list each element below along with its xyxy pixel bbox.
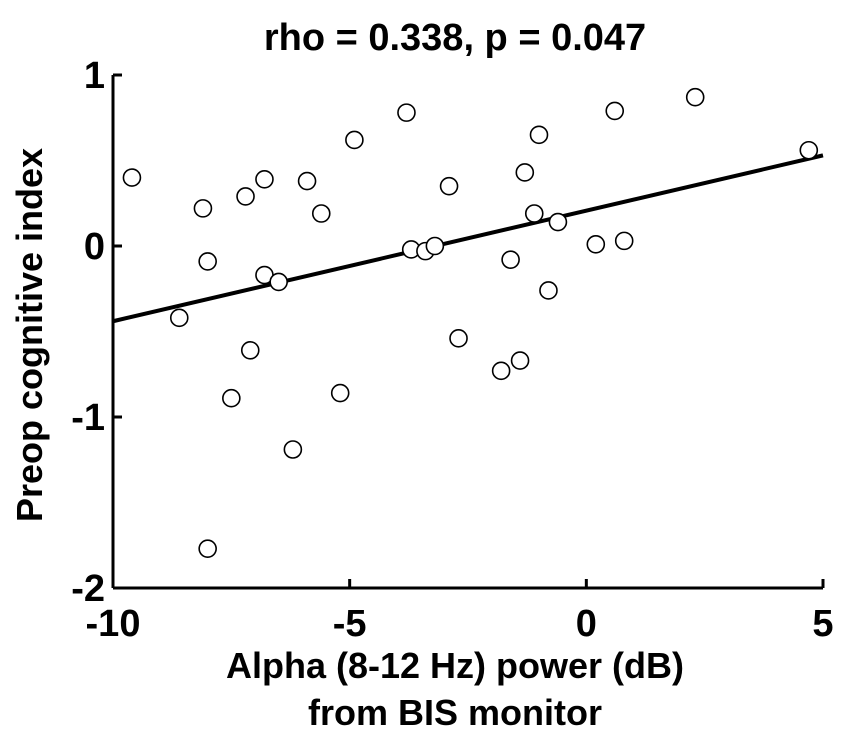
data-point — [449, 329, 468, 348]
data-point — [501, 250, 520, 269]
data-point — [548, 212, 568, 232]
fit-line-group — [112, 153, 824, 324]
ticks: -10 -5 0 510-1-2 — [71, 55, 833, 645]
data-point — [193, 199, 213, 218]
x-tick-label: -5 — [333, 603, 367, 645]
data-point — [169, 308, 189, 328]
data-point — [283, 440, 303, 459]
data-point — [491, 361, 511, 381]
axes — [111, 75, 823, 590]
x-axis-label-line2: from BIS monitor — [308, 692, 602, 733]
data-point — [586, 234, 606, 254]
data-point — [614, 231, 634, 251]
data-point — [198, 252, 217, 271]
y-tick-label: -2 — [71, 568, 105, 610]
x-tick-label: 0 — [576, 603, 597, 645]
data-point — [222, 388, 241, 408]
x-tick-label: -10 — [86, 603, 141, 645]
y-tick-label: -1 — [71, 397, 105, 439]
data-point — [524, 204, 544, 223]
data-point — [122, 168, 142, 187]
data-point — [510, 351, 530, 370]
data-point — [685, 87, 705, 107]
data-point — [345, 130, 364, 150]
y-tick-label: 0 — [84, 226, 105, 268]
y-tick-label: 1 — [84, 55, 105, 97]
data-point — [799, 140, 819, 160]
data-point — [425, 236, 445, 256]
x-axis-label-line1: Alpha (8-12 Hz) power (dB) — [226, 645, 684, 686]
data-point — [311, 204, 331, 223]
data-point — [297, 171, 317, 191]
data-point — [269, 272, 288, 292]
data-point — [605, 101, 625, 121]
y-axis-label: Preop cognitive index — [9, 148, 50, 522]
x-tick-label: 5 — [812, 603, 833, 645]
data-point — [236, 187, 255, 206]
data-point — [397, 103, 416, 122]
data-point — [240, 341, 260, 360]
data-point — [515, 163, 535, 182]
data-point — [255, 170, 274, 189]
data-point — [330, 383, 350, 403]
data-point — [529, 125, 549, 145]
data-points — [122, 87, 819, 558]
regression-line — [112, 153, 824, 324]
data-point — [539, 281, 558, 300]
data-point — [439, 176, 459, 196]
chart-title: rho = 0.338, p = 0.047 — [264, 17, 646, 59]
data-point — [198, 539, 217, 558]
